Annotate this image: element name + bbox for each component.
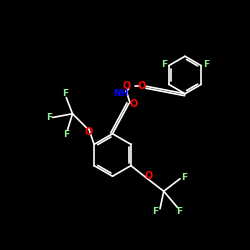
Text: O: O: [84, 127, 93, 137]
Text: F: F: [62, 89, 68, 98]
Text: O: O: [144, 171, 153, 181]
Text: O: O: [122, 81, 131, 91]
Text: F: F: [203, 60, 209, 69]
Text: O: O: [129, 99, 138, 109]
Text: F: F: [182, 173, 188, 182]
Text: F: F: [46, 113, 52, 122]
Text: O: O: [138, 81, 146, 91]
Text: F: F: [176, 208, 182, 216]
Text: F: F: [152, 207, 158, 216]
Text: F: F: [161, 60, 167, 69]
Text: F: F: [63, 130, 69, 139]
Text: NH: NH: [114, 89, 129, 98]
